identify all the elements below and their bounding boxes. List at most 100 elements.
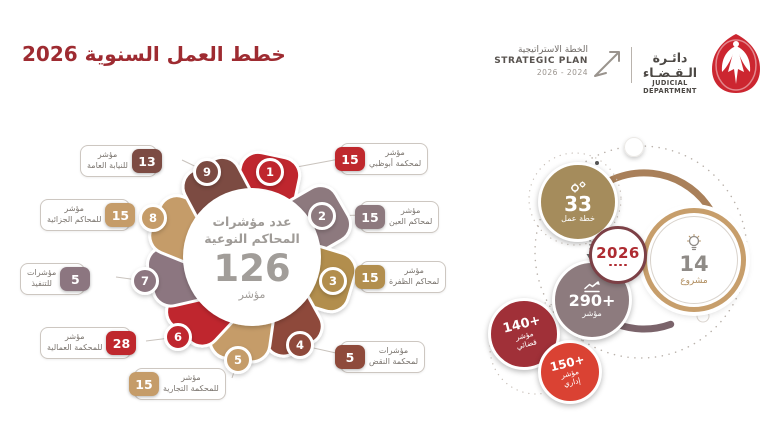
label-line-1: مؤشر	[400, 206, 421, 216]
petal-number-5: 5	[234, 353, 242, 367]
value-badge: 15	[355, 265, 385, 289]
label-text: مؤشر للنيابة العامة	[87, 150, 128, 172]
admin-indicators-label: مؤشر إداري	[560, 367, 582, 390]
year-circle: 2026	[589, 226, 647, 284]
center-total-value: 126	[213, 246, 291, 290]
label-criminal-courts: مؤشر للمحاكم الجزائية 15	[40, 199, 136, 231]
label-text: مؤشر لمحاكم العين	[389, 206, 432, 228]
label-text: مؤشرات للتنفيذ	[27, 268, 56, 290]
judicial-title-en: JUDICIAL DEPARTMENT	[643, 79, 697, 95]
petal-number-7: 7	[141, 274, 149, 288]
label-execution: مؤشرات للتنفيذ 5	[20, 263, 91, 295]
projects-value: 14	[679, 252, 709, 276]
label-text: مؤشر لمحكمة أبوظبي	[369, 148, 421, 170]
number-circle-4	[286, 331, 314, 359]
dotted-ring-work-plans	[528, 152, 622, 246]
judicial-indicators-label: مؤشر قضائي	[513, 329, 538, 352]
judicial-indicators-circle: 140+ مؤشر قضائي	[488, 298, 560, 370]
label-line-1: مؤشرات	[378, 346, 409, 356]
number-circle-2	[308, 202, 336, 230]
line-chart-icon	[584, 281, 600, 293]
center-total-unit: مؤشر	[238, 288, 266, 302]
value-badge: 15	[129, 372, 159, 396]
flower-number-circles	[131, 158, 347, 374]
total-indicators-label: مؤشر	[582, 309, 602, 318]
label-text: مؤشر للمحكمة العمالية	[47, 332, 102, 354]
label-text: مؤشر للمحكمة التجارية	[163, 373, 219, 395]
label-text: مؤشرات لمحكمة النقض	[369, 346, 418, 368]
label-line-2: للمحكمة التجارية	[163, 384, 219, 393]
label-line-1: مؤشر	[64, 204, 84, 214]
label-line-2: للمحكمة العمالية	[47, 343, 103, 352]
label-text: مؤشر للمحاكم الجزائية	[47, 204, 101, 226]
strategic-plan-title-en: STRATEGIC PLAN	[494, 56, 588, 67]
value-badge: 15	[105, 203, 136, 227]
value-badge: 15	[335, 147, 365, 171]
lightbulb-icon	[687, 234, 701, 251]
strategic-plan-title-ar: الخطة الاستراتيجية	[517, 45, 588, 55]
small-white-node	[624, 137, 644, 157]
strategic-plan-years: 2026 - 2024	[536, 67, 588, 77]
label-al-ain-courts: 15 مؤشر لمحاكم العين	[355, 201, 440, 233]
flower-numbers: 1 2 3 4 5 6 7 8 9	[141, 165, 337, 367]
flower-center-disc	[183, 188, 321, 326]
value-badge: 28	[106, 331, 137, 355]
projects-label: مشروع	[680, 276, 708, 286]
label-line-1: مؤشر	[64, 332, 85, 342]
label-line-2: للنيابة العامة	[87, 161, 128, 170]
total-indicators-value: 290+	[568, 291, 616, 310]
petal-number-6: 6	[174, 330, 182, 344]
value-badge: 5	[60, 267, 91, 291]
label-line-2: لمحاكم الظفرة	[389, 277, 440, 286]
dotted-outer-ring	[534, 145, 748, 359]
work-plans-label: خطة عمل	[561, 213, 595, 223]
page-title: خطط العمل السنوية 2026	[22, 42, 286, 66]
number-circle-7	[131, 267, 159, 295]
petal-number-2: 2	[318, 209, 326, 223]
projects-circle: 14 مشروع	[642, 208, 746, 312]
label-line-1: مؤشر	[97, 150, 118, 160]
strategic-plan-arrow-icon	[594, 51, 620, 77]
year-value: 2026	[596, 243, 640, 262]
number-circle-9	[193, 158, 221, 186]
label-cassation-court: 5 مؤشرات لمحكمة النقض	[335, 341, 426, 373]
label-line-1: مؤشرات	[27, 268, 57, 278]
ring-arrow-dot-1	[595, 161, 599, 165]
petal-number-9: 9	[203, 165, 211, 179]
label-line-1: مؤشر	[404, 266, 424, 276]
label-line-1: مؤشر	[181, 373, 201, 383]
admin-indicators-circle: 150+ مؤشر إداري	[538, 340, 602, 404]
label-commercial-court: 15 مؤشر للمحكمة التجارية	[129, 368, 226, 400]
petal-number-8: 8	[149, 211, 157, 225]
petal-number-1: 1	[266, 165, 274, 179]
petal-number-4: 4	[296, 338, 304, 352]
number-circle-6	[164, 323, 192, 351]
gears-icon	[571, 181, 586, 192]
label-line-2: لمحكمة أبوظبي	[369, 159, 422, 168]
number-circle-8	[139, 204, 167, 232]
projects-circle-inner: 14 مشروع	[650, 216, 738, 304]
judicial-title-ar: دائـرة الـقـضـاء	[642, 50, 698, 80]
label-text: مؤشر لمحاكم الظفرة	[389, 266, 439, 288]
label-line-2: لمحاكم العين	[389, 217, 433, 226]
label-line-1: مؤشر	[385, 148, 405, 158]
label-al-dhafra-courts: 15 مؤشر لمحاكم الظفرة	[355, 261, 447, 293]
label-abu-dhabi-court: 15 مؤشر لمحكمة أبوظبي	[335, 143, 429, 175]
label-line-2: للمحاكم الجزائية	[47, 215, 102, 224]
value-badge: 5	[335, 345, 365, 369]
number-circle-5	[224, 346, 252, 374]
small-gray-node	[696, 309, 710, 323]
center-title-line2: المحاكم النوعية	[204, 231, 300, 247]
work-plans-value: 33	[564, 191, 592, 216]
center-title-line1: عدد مؤشرات	[212, 213, 292, 229]
value-badge: 15	[355, 205, 385, 229]
label-line-2: للتنفيذ	[31, 279, 52, 288]
petal-number-3: 3	[329, 274, 337, 288]
flower-center-text: عدد مؤشرات المحاكم النوعية 126 مؤشر	[184, 190, 320, 324]
label-public-prosecution: مؤشر للنيابة العامة 13	[80, 145, 162, 177]
year-dots	[609, 263, 627, 267]
label-line-2: لمحكمة النقض	[369, 357, 419, 366]
strategic-plan-logo: الخطة الاستراتيجية STRATEGIC PLAN 2026 -…	[482, 45, 588, 77]
